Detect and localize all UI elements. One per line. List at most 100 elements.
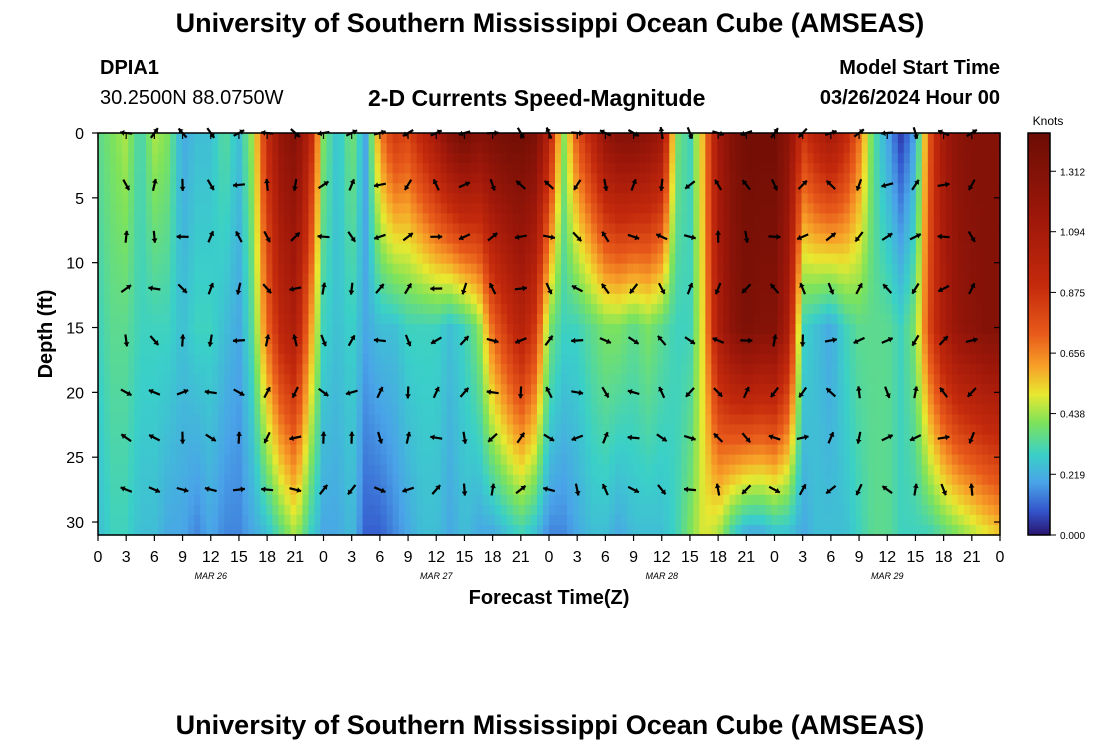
heat-cell bbox=[122, 494, 129, 506]
heat-cell bbox=[164, 474, 171, 486]
heat-cell bbox=[729, 484, 737, 496]
heat-cell bbox=[735, 133, 743, 144]
heat-cell bbox=[134, 243, 141, 255]
heat-cell bbox=[236, 273, 243, 285]
heat-cell bbox=[314, 384, 322, 395]
heat-cell bbox=[494, 444, 502, 456]
heat-cell bbox=[278, 424, 286, 436]
heat-cell bbox=[711, 163, 718, 174]
heat-cell bbox=[122, 253, 129, 265]
heat-cell bbox=[639, 344, 646, 355]
heat-cell bbox=[176, 323, 183, 335]
heat-cell bbox=[801, 273, 809, 285]
heat-cell bbox=[771, 404, 779, 415]
heat-cell bbox=[146, 514, 153, 526]
heat-cell bbox=[735, 414, 743, 426]
heat-cell bbox=[771, 364, 779, 375]
heat-cell bbox=[224, 323, 231, 335]
heat-cell bbox=[753, 213, 761, 225]
heat-cell bbox=[753, 223, 761, 235]
heat-cell bbox=[170, 153, 177, 164]
heat-cell bbox=[278, 364, 286, 375]
heat-cell bbox=[146, 524, 153, 536]
heat-cell bbox=[434, 354, 442, 365]
heat-cell bbox=[326, 504, 334, 516]
heat-cell bbox=[717, 464, 724, 476]
heat-cell bbox=[777, 193, 785, 204]
heat-cell bbox=[272, 243, 279, 255]
heat-cell bbox=[825, 293, 833, 305]
heat-cell bbox=[825, 444, 833, 456]
heat-cell bbox=[128, 153, 135, 164]
heat-cell bbox=[344, 394, 352, 405]
heat-cell bbox=[524, 474, 532, 486]
heat-cell bbox=[272, 263, 279, 275]
heat-cell bbox=[98, 303, 105, 315]
heat-cell bbox=[230, 384, 237, 395]
heat-cell bbox=[693, 303, 700, 315]
heat-cell bbox=[663, 464, 670, 476]
heat-cell bbox=[687, 514, 694, 526]
heat-cell bbox=[536, 484, 544, 496]
heat-cell bbox=[326, 203, 334, 214]
heat-cell bbox=[615, 484, 622, 496]
heat-cell bbox=[260, 283, 267, 295]
heat-cell bbox=[579, 384, 586, 395]
heat-cell bbox=[314, 283, 322, 295]
heat-cell bbox=[140, 253, 147, 265]
heat-cell bbox=[98, 344, 105, 355]
heat-cell bbox=[609, 394, 616, 405]
heat-cell bbox=[230, 434, 237, 446]
heat-cell bbox=[452, 474, 460, 486]
heat-cell bbox=[687, 364, 694, 375]
heat-cell bbox=[140, 464, 147, 476]
heat-cell bbox=[296, 444, 304, 456]
heat-cell bbox=[332, 263, 340, 275]
heat-cell bbox=[741, 504, 749, 516]
heat-cell bbox=[398, 253, 406, 265]
heat-cell bbox=[176, 404, 183, 415]
heat-cell bbox=[308, 253, 316, 265]
heat-cell bbox=[801, 454, 809, 466]
heat-cell bbox=[248, 394, 255, 405]
heat-cell bbox=[344, 444, 352, 456]
heat-cell bbox=[464, 143, 472, 154]
heat-cell bbox=[452, 143, 460, 154]
heat-cell bbox=[344, 484, 352, 496]
heat-cell bbox=[506, 163, 514, 174]
heat-cell bbox=[693, 434, 700, 446]
heat-cell bbox=[158, 424, 165, 436]
heat-cell bbox=[128, 494, 135, 506]
heat-cell bbox=[230, 444, 237, 456]
heat-cell bbox=[615, 414, 622, 426]
heat-cell bbox=[452, 153, 460, 164]
heat-cell bbox=[693, 173, 700, 184]
heat-cell bbox=[831, 273, 839, 285]
heat-cell bbox=[693, 253, 700, 265]
heat-cell bbox=[254, 273, 261, 285]
heat-cell bbox=[615, 143, 622, 154]
heat-cell bbox=[332, 243, 340, 255]
heat-cell bbox=[206, 313, 213, 325]
heat-cell bbox=[633, 374, 640, 385]
heat-cell bbox=[122, 213, 129, 225]
heat-cell bbox=[386, 193, 394, 204]
heat-cell bbox=[771, 243, 779, 255]
heat-cell bbox=[573, 474, 580, 486]
heat-cell bbox=[555, 173, 562, 184]
heat-cell bbox=[506, 414, 514, 426]
heat-cell bbox=[717, 514, 724, 526]
heat-cell bbox=[549, 223, 556, 235]
heat-cell bbox=[230, 233, 237, 245]
heat-cell bbox=[567, 464, 574, 476]
heat-cell bbox=[819, 524, 827, 536]
heat-cell bbox=[561, 223, 568, 235]
heat-cell bbox=[398, 173, 406, 184]
heat-cell bbox=[140, 183, 147, 194]
heat-cell bbox=[482, 243, 490, 255]
heat-cell bbox=[651, 133, 658, 144]
heat-cell bbox=[741, 223, 749, 235]
heat-cell bbox=[837, 514, 845, 526]
heat-cell bbox=[561, 464, 568, 476]
heat-cell bbox=[825, 203, 833, 214]
